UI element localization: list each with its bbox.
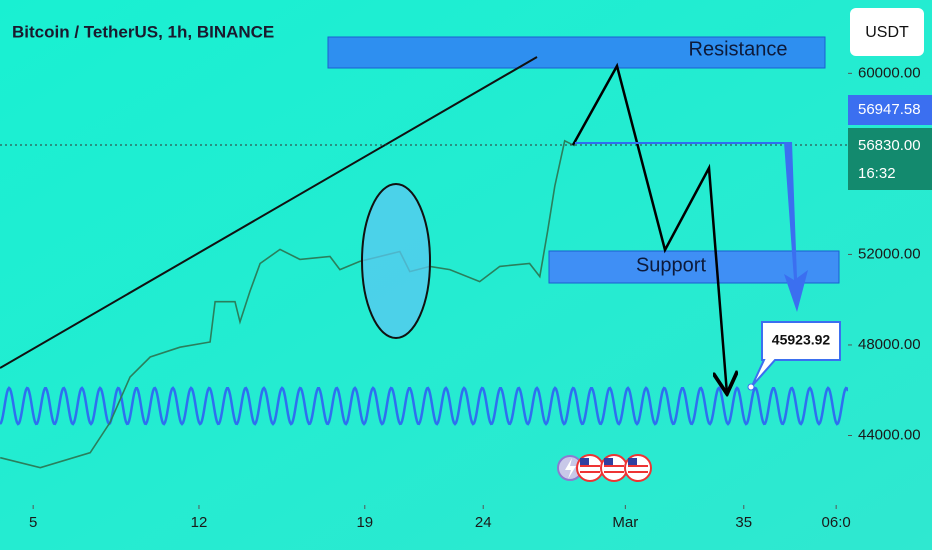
x-tick-label: 35 [735, 514, 752, 531]
x-tick-label: 12 [191, 514, 208, 531]
target-callout [751, 321, 841, 387]
target-point [747, 383, 755, 391]
y-tick-label: 52000.00 [858, 245, 921, 262]
y-tick-label: 60000.00 [858, 64, 921, 81]
x-tick-label: 24 [475, 514, 492, 531]
trend-line [0, 56, 538, 369]
last-price-box [848, 95, 932, 125]
support-zone [548, 250, 840, 284]
current-price: 56830.00 [858, 137, 921, 154]
countdown: 16:32 [858, 165, 896, 182]
highlight-ellipse [361, 183, 431, 339]
y-tick-label: 48000.00 [858, 336, 921, 353]
projection-path [571, 62, 727, 394]
wave [0, 386, 848, 426]
blue-arrow [784, 142, 808, 312]
current-price-box [848, 128, 932, 190]
chart-title: Bitcoin / TetherUS, 1h, BINANCE [12, 22, 274, 41]
x-tick-label: 06:0 [822, 514, 851, 531]
x-tick-label: 5 [29, 514, 37, 531]
y-tick-label: 44000.00 [858, 426, 921, 443]
x-tick-label: Mar [612, 514, 638, 531]
currency-button[interactable] [850, 8, 924, 56]
x-tick-label: 19 [356, 514, 373, 531]
target-label: 45923.92 [772, 332, 831, 348]
resistance-zone [327, 36, 826, 69]
price-line-series [0, 139, 576, 469]
plot-area [0, 139, 848, 469]
last-price: 56947.58 [858, 101, 921, 118]
currency-label: USDT [865, 24, 909, 41]
support-label: Support [636, 254, 706, 276]
resistance-label: Resistance [689, 38, 788, 60]
event-icons [557, 454, 652, 482]
